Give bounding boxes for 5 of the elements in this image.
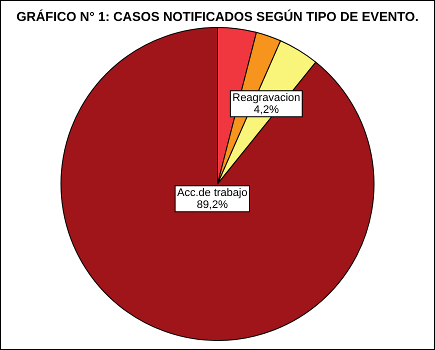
slice-label: Reagravacion bbox=[232, 92, 300, 104]
chart-title: GRÁFICO N° 1: CASOS NOTIFICADOS SEGÚN TIPO DE EVENTO. bbox=[15, 9, 420, 24]
data-label: 89,2% bbox=[196, 198, 228, 211]
data-label: 4,2% bbox=[254, 104, 280, 116]
slice-label: Acc.de trabajo bbox=[177, 186, 248, 199]
